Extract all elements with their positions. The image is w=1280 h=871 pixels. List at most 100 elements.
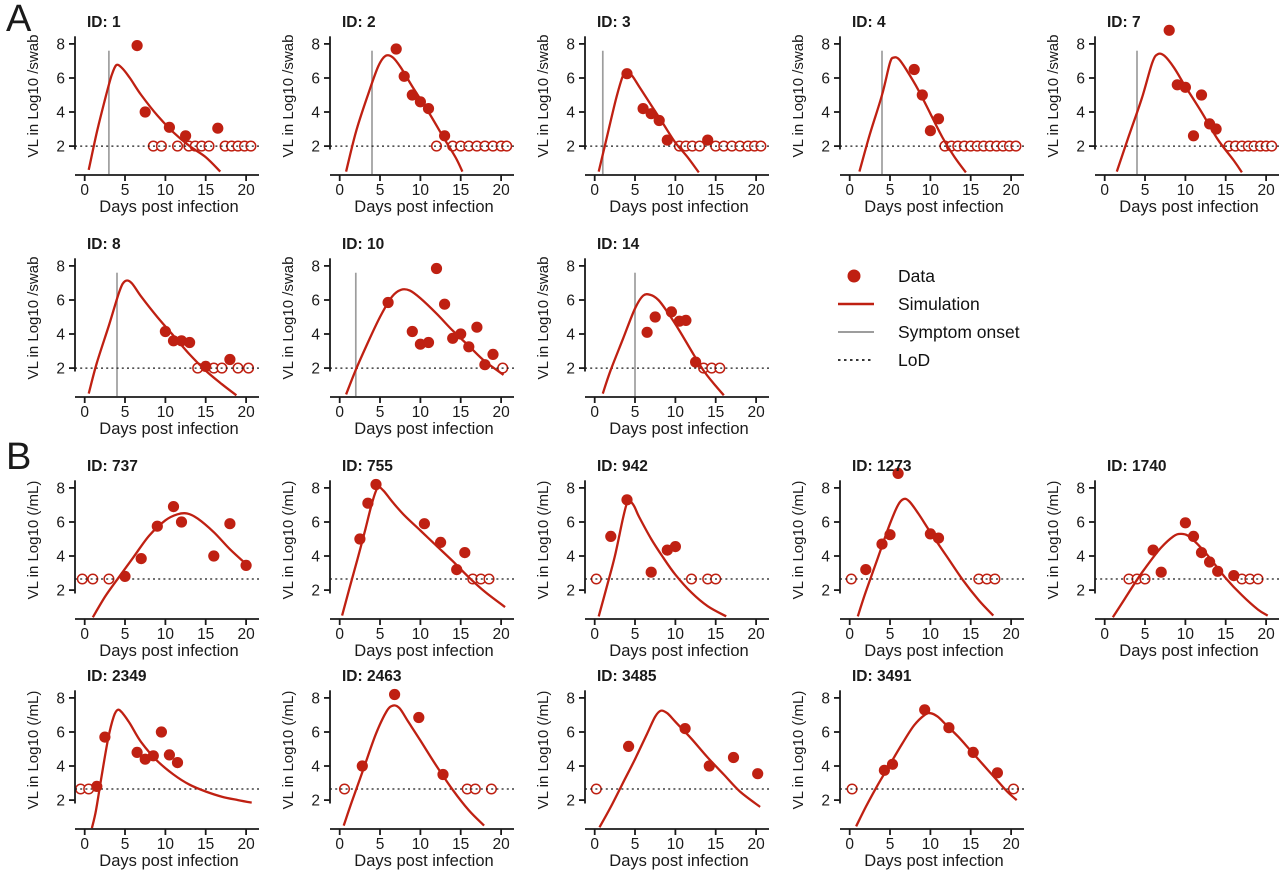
- x-axis-label: Days post infection: [1119, 642, 1258, 660]
- data-point: [932, 532, 945, 544]
- plot-title: ID: 3: [597, 14, 631, 31]
- x-tick-label: 5: [121, 182, 130, 199]
- data-point: [406, 325, 418, 338]
- panel-b-label: B: [6, 436, 32, 478]
- subplot-id-1740: 2 4 6 8 0 5 10 15 20 ID: 1740 Days post infection V…: [1045, 456, 1280, 661]
- y-axis-label: VL in Log10 /swab: [280, 257, 297, 380]
- data-point: [1179, 517, 1191, 529]
- y-tick-label: 2: [311, 139, 320, 156]
- legend-marker-line-gray: [838, 331, 874, 333]
- plot-title: ID: 10: [342, 236, 384, 253]
- x-tick-label: 20: [1002, 626, 1020, 643]
- data-point: [413, 711, 425, 724]
- subplot-id-2: 2 4 6 8 0 5 10 15 20 ID: 2 Days post infection VL i…: [280, 12, 520, 217]
- subplot-id-755: 2 4 6 8 0 5 10 15 20 ID: 755 Days post infection VL…: [280, 456, 520, 661]
- plot-title: ID: 3491: [852, 668, 912, 685]
- y-tick-label: 8: [311, 480, 320, 497]
- data-point: [91, 780, 103, 792]
- subplot-id-3: 2 4 6 8 0 5 10 15 20 ID: 3 Days post infection VL i…: [535, 12, 775, 217]
- y-axis-label: VL in Log10 (/mL): [25, 691, 42, 810]
- x-tick-label: 0: [590, 836, 599, 853]
- data-point: [479, 359, 491, 371]
- x-axis-label: Days post infection: [354, 642, 493, 660]
- y-tick-label: 4: [821, 759, 830, 776]
- lod-point: [685, 573, 698, 585]
- data-point: [637, 103, 649, 115]
- data-point: [878, 764, 890, 776]
- sim-curve: [856, 497, 995, 617]
- x-tick-label: 0: [335, 182, 344, 199]
- y-tick-label: 4: [56, 327, 65, 344]
- x-tick-label: 10: [412, 836, 430, 853]
- y-tick-label: 8: [821, 690, 830, 707]
- data-point: [370, 478, 382, 491]
- data-point: [924, 125, 936, 137]
- data-point: [1210, 123, 1222, 135]
- y-tick-label: 2: [311, 793, 320, 810]
- x-tick-label: 0: [590, 626, 599, 643]
- data-point: [943, 722, 955, 734]
- y-axis-label: VL in Log10 /swab: [535, 257, 552, 380]
- data-point: [200, 360, 212, 372]
- x-tick-label: 20: [237, 836, 255, 853]
- plot-title: ID: 755: [342, 458, 393, 475]
- x-tick-label: 5: [631, 182, 640, 199]
- data-point: [139, 106, 151, 118]
- x-tick-label: 15: [962, 836, 979, 853]
- data-point: [653, 114, 665, 127]
- x-axis-label: Days post infection: [864, 198, 1003, 216]
- legend-item-symptom-onset: Symptom onset: [838, 318, 1020, 346]
- y-axis-label: VL in Log10 /swab: [25, 35, 42, 158]
- legend-label: LoD: [898, 349, 931, 370]
- y-axis-label: VL in Log10 (/mL): [1045, 481, 1062, 600]
- y-tick-label: 6: [566, 725, 575, 742]
- x-tick-label: 15: [452, 626, 469, 643]
- data-point: [159, 325, 171, 338]
- lod-point: [430, 140, 443, 152]
- x-tick-label: 5: [1141, 182, 1150, 199]
- data-point: [752, 768, 764, 780]
- data-point: [1228, 570, 1240, 582]
- y-axis-label: VL in Log10 (/mL): [25, 481, 42, 600]
- data-point: [886, 758, 899, 770]
- data-point: [131, 746, 143, 758]
- x-tick-label: 15: [452, 836, 469, 853]
- y-tick-label: 2: [311, 361, 320, 378]
- x-tick-label: 10: [667, 404, 685, 421]
- data-point: [621, 68, 633, 80]
- y-tick-label: 6: [56, 725, 65, 742]
- data-point: [690, 356, 702, 368]
- data-point: [167, 335, 180, 347]
- x-tick-label: 10: [157, 404, 175, 421]
- x-tick-label: 5: [886, 836, 895, 853]
- subplot-id-1: 2 4 6 8 0 5 10 15 20 ID: 1 Days post infection VL i…: [25, 12, 265, 217]
- plot-title: ID: 2: [342, 14, 376, 31]
- x-tick-label: 15: [962, 182, 979, 199]
- y-tick-label: 2: [566, 793, 575, 810]
- y-tick-label: 4: [821, 549, 830, 566]
- lod-point: [483, 573, 495, 585]
- x-tick-label: 5: [631, 404, 640, 421]
- data-point: [702, 134, 714, 146]
- x-tick-label: 10: [412, 182, 430, 199]
- data-point: [414, 96, 426, 108]
- sim-curve: [90, 708, 252, 829]
- subplot-id-3491: 2 4 6 8 0 5 10 15 20 ID: 3491 Days post infection V…: [790, 666, 1030, 871]
- y-tick-label: 2: [56, 793, 65, 810]
- sim-curve: [91, 512, 250, 618]
- y-tick-label: 8: [56, 480, 65, 497]
- data-point: [1147, 544, 1159, 556]
- y-axis-label: VL in Log10 (/mL): [790, 691, 807, 810]
- sim-curve: [340, 485, 506, 616]
- y-tick-label: 6: [56, 71, 65, 88]
- y-tick-label: 4: [311, 759, 320, 776]
- x-tick-label: 0: [1100, 182, 1109, 199]
- data-point: [1187, 130, 1200, 142]
- data-point: [439, 298, 451, 310]
- data-point: [916, 89, 928, 101]
- x-axis-label: Days post infection: [609, 198, 748, 216]
- data-point: [1195, 89, 1208, 101]
- x-tick-label: 10: [157, 182, 175, 199]
- y-tick-label: 6: [821, 725, 830, 742]
- data-point: [1204, 556, 1216, 568]
